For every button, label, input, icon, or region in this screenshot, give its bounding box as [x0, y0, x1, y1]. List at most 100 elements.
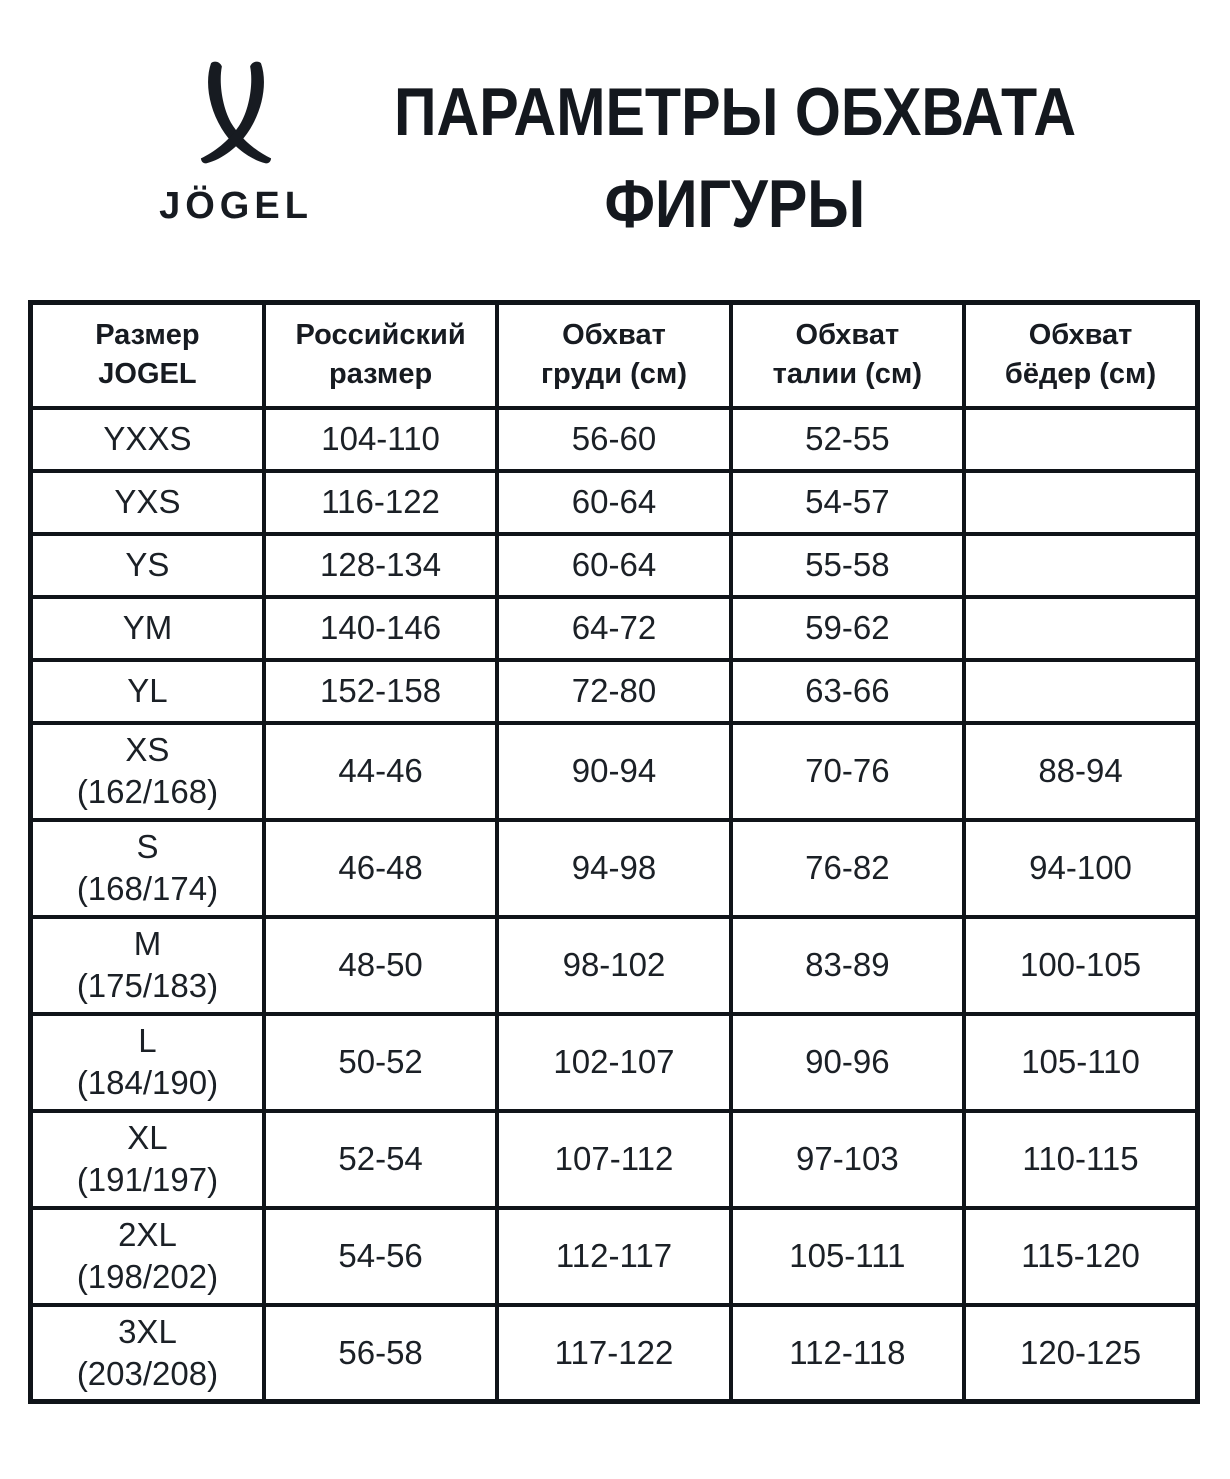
size-label: M [133, 925, 162, 962]
waist-cell: 112-118 [728, 1302, 967, 1404]
row-s: S (168/174) 46-48 94-98 76-82 94-100 [28, 817, 1200, 919]
waist-cell: 55-58 [728, 531, 967, 599]
row-2xl: 2XL (198/202) 54-56 112-117 105-111 115-… [28, 1205, 1200, 1307]
hips-cell: 100-105 [962, 914, 1200, 1016]
row-3xl: 3XL (203/208) 56-58 117-122 112-118 120-… [28, 1302, 1200, 1404]
chest-cell: 102-107 [495, 1011, 733, 1113]
hips-cell: 120-125 [962, 1302, 1200, 1404]
size-label: 3XL [118, 1312, 177, 1350]
jogel-size-cell: XL (191/197) [28, 1108, 266, 1210]
hips-cell [962, 405, 1200, 473]
hips-cell [962, 531, 1200, 599]
col-header-jogel-size: Размер JOGEL [28, 300, 266, 410]
chest-cell: 60-64 [495, 531, 733, 599]
russian-size-cell: 140-146 [261, 594, 500, 662]
size-note: (162/168) [76, 773, 219, 810]
size-label: L [138, 1022, 157, 1059]
col-header-chest-line1: Обхват [562, 319, 666, 352]
size-note: (191/197) [76, 1161, 219, 1198]
col-header-waist-line1: Обхват [795, 319, 900, 352]
col-header-chest: Обхват груди (см) [495, 300, 733, 410]
russian-size-cell: 128-134 [261, 531, 500, 599]
size-note: (184/190) [76, 1064, 219, 1101]
russian-size-cell: 46-48 [261, 817, 500, 919]
hips-cell [962, 468, 1200, 536]
size-note: (198/202) [76, 1258, 219, 1295]
size-table: Размер JOGEL Российский размер Обхват гр… [28, 300, 1200, 1404]
size-label: 2XL [118, 1216, 177, 1253]
chest-cell: 72-80 [495, 657, 733, 725]
hips-cell: 94-100 [962, 817, 1200, 919]
waist-cell: 105-111 [728, 1205, 967, 1307]
col-header-hips-line1: Обхват [1028, 319, 1133, 352]
jogel-size-cell: YL [28, 657, 266, 725]
page-title-line1: ПАРАМЕТРЫ ОБХВАТА [393, 74, 1077, 150]
col-header-jogel-size-line2: JOGEL [98, 358, 197, 391]
chest-cell: 107-112 [495, 1108, 733, 1210]
chest-cell: 112-117 [495, 1205, 733, 1307]
hips-cell: 88-94 [962, 720, 1200, 822]
hips-cell: 110-115 [962, 1108, 1200, 1210]
waist-cell: 90-96 [728, 1011, 967, 1113]
size-note: (175/183) [76, 967, 219, 1004]
brand-logo: JÖGEL [150, 60, 322, 228]
russian-size-cell: 104-110 [261, 405, 500, 473]
jogel-size-cell: YXXS [28, 405, 266, 473]
row-yxxs: YXXS 104-110 56-60 52-55 [28, 405, 1200, 473]
jogel-size-cell: 2XL (198/202) [28, 1205, 266, 1307]
waist-cell: 52-55 [728, 405, 967, 473]
russian-size-cell: 116-122 [261, 468, 500, 536]
waist-cell: 63-66 [728, 657, 967, 725]
col-header-russian-size: Российский размер [261, 300, 500, 410]
col-header-russian-size-line2: размер [328, 358, 433, 391]
row-yxs: YXS 116-122 60-64 54-57 [28, 468, 1200, 536]
col-header-hips: Обхват бёдер (см) [962, 300, 1200, 410]
size-label: YL [127, 672, 168, 709]
jogel-size-cell: XS (162/168) [28, 720, 266, 822]
page-title: ПАРАМЕТРЫ ОБХВАТА ФИГУРЫ [320, 66, 1150, 250]
chest-cell: 117-122 [495, 1302, 733, 1404]
col-header-russian-size-line1: Российский [295, 319, 466, 352]
size-label: XL [127, 1119, 168, 1156]
russian-size-cell: 48-50 [261, 914, 500, 1016]
size-label: XS [125, 731, 170, 768]
col-header-jogel-size-line1: Размер [95, 319, 200, 352]
row-xl: XL (191/197) 52-54 107-112 97-103 110-11… [28, 1108, 1200, 1210]
jogel-size-cell: 3XL (203/208) [28, 1302, 266, 1404]
col-header-waist-line2: талии (см) [772, 358, 923, 391]
hips-cell: 115-120 [962, 1205, 1200, 1307]
chest-cell: 56-60 [495, 405, 733, 473]
col-header-hips-line2: бёдер (см) [1004, 358, 1157, 391]
jogel-size-cell: L (184/190) [28, 1011, 266, 1113]
hips-cell [962, 594, 1200, 662]
size-note: (203/208) [76, 1354, 219, 1392]
waist-cell: 70-76 [728, 720, 967, 822]
waist-cell: 83-89 [728, 914, 967, 1016]
row-xs: XS (162/168) 44-46 90-94 70-76 88-94 [28, 720, 1200, 822]
col-header-chest-line2: груди (см) [540, 358, 687, 391]
jogel-size-cell: YS [28, 531, 266, 599]
row-yl: YL 152-158 72-80 63-66 [28, 657, 1200, 725]
chest-cell: 90-94 [495, 720, 733, 822]
jogel-size-cell: M (175/183) [28, 914, 266, 1016]
russian-size-cell: 50-52 [261, 1011, 500, 1113]
jogel-v-emblem-icon [200, 61, 272, 164]
waist-cell: 76-82 [728, 817, 967, 919]
waist-cell: 97-103 [728, 1108, 967, 1210]
size-label: YXXS [103, 420, 192, 457]
jogel-size-cell: YM [28, 594, 266, 662]
waist-cell: 59-62 [728, 594, 967, 662]
size-label: S [136, 828, 159, 865]
chest-cell: 60-64 [495, 468, 733, 536]
table-header-row: Размер JOGEL Российский размер Обхват гр… [28, 300, 1200, 410]
russian-size-cell: 56-58 [261, 1302, 500, 1404]
russian-size-cell: 44-46 [261, 720, 500, 822]
col-header-waist: Обхват талии (см) [728, 300, 967, 410]
russian-size-cell: 52-54 [261, 1108, 500, 1210]
chest-cell: 64-72 [495, 594, 733, 662]
page-header: JÖGEL ПАРАМЕТРЫ ОБХВАТА ФИГУРЫ [0, 0, 1230, 300]
jogel-size-cell: YXS [28, 468, 266, 536]
chest-cell: 94-98 [495, 817, 733, 919]
russian-size-cell: 54-56 [261, 1205, 500, 1307]
hips-cell [962, 657, 1200, 725]
